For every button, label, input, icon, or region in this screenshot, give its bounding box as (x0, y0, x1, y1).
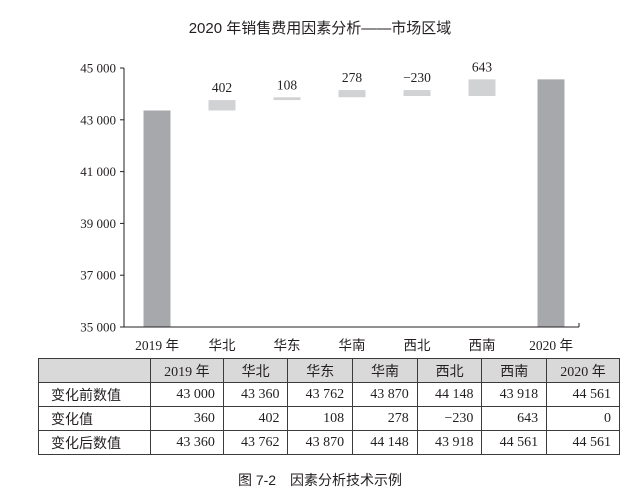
table-cell: 44 561 (546, 430, 620, 455)
table-cell: 43 762 (287, 382, 354, 407)
y-tick-label: 41 000 (80, 164, 116, 179)
data-label: 643 (472, 59, 493, 74)
table-cell: 643 (481, 406, 548, 431)
delta-bar (338, 90, 366, 98)
delta-bar (468, 79, 496, 97)
table-header-cell: 2020 年 (546, 358, 620, 383)
table-header-cell: 华南 (352, 358, 418, 383)
data-label: 402 (212, 80, 232, 95)
table-cell: 44 148 (352, 430, 418, 455)
table-cell: 43 870 (352, 382, 418, 407)
table-cell: 108 (287, 406, 354, 431)
figure-caption: 图 7-2 因素分析技术示例 (237, 472, 403, 488)
y-tick-label: 37 000 (80, 268, 116, 283)
x-tick-label: 华北 (209, 338, 236, 353)
table-cell: 43 762 (222, 430, 289, 455)
data-labels-group: 402 108 278 −230 643 (212, 59, 493, 95)
x-tick-label: 2019 年 (135, 338, 179, 353)
table-header-cell: 2019 年 (150, 358, 224, 383)
total-bar (537, 79, 565, 327)
chart-title: 2020 年销售费用因素分析——市场区域 (188, 20, 452, 37)
data-label: 108 (277, 77, 298, 92)
data-label: −230 (403, 70, 431, 85)
table-cell: 402 (222, 406, 289, 431)
x-tick-label: 西北 (404, 338, 431, 353)
total-bar (143, 110, 171, 327)
delta-bar (208, 100, 236, 111)
data-table: 2019 年 华北 华东 华南 西北 西南 2020 年 变化前数值 43 00… (38, 358, 620, 455)
x-tick-label: 2020 年 (529, 338, 573, 353)
table-cell: 43 360 (150, 430, 224, 455)
y-tick-label: 39 000 (80, 216, 116, 231)
data-label: 278 (342, 70, 363, 85)
table-row: 变化值 360 402 108 278 −230 643 0 (38, 406, 620, 431)
table-header-row: 2019 年 华北 华东 华南 西北 西南 2020 年 (38, 358, 620, 383)
table-cell: 43 360 (222, 382, 289, 407)
x-tick-label: 西南 (469, 338, 496, 353)
delta-bar (273, 97, 301, 101)
row-label: 变化后数值 (38, 430, 151, 455)
table-cell: 278 (352, 406, 418, 431)
table-cell: 44 148 (416, 382, 483, 407)
table-corner-cell (38, 358, 151, 383)
x-tick-label: 华东 (274, 338, 301, 353)
table-cell: 43 000 (150, 382, 224, 407)
row-label: 变化值 (38, 406, 151, 431)
y-tick-label: 45 000 (80, 61, 116, 76)
table-cell: −230 (416, 406, 483, 431)
table-header-cell: 西南 (481, 358, 548, 383)
table-cell: 43 918 (416, 430, 483, 455)
table-row: 变化后数值 43 360 43 762 43 870 44 148 43 918… (38, 430, 620, 455)
table-header-cell: 华北 (222, 358, 289, 383)
axes-group: 2019 年 华北 华东 华南 西北 西南 2020 年 35 000 37 000 39 000… (80, 61, 580, 353)
table-header-cell: 华东 (287, 358, 354, 383)
table-cell: 360 (150, 406, 224, 431)
table-row: 变化前数值 43 000 43 360 43 762 43 870 44 148… (38, 382, 620, 407)
y-tick-label: 43 000 (80, 112, 116, 127)
y-tick-label: 35 000 (80, 320, 116, 335)
waterfall-chart: 402 108 278 −230 643 2019 年 华北 华东 华南 西北 西南 2020 年 3… (80, 59, 580, 353)
table-cell: 44 561 (481, 430, 548, 455)
table-header-cell: 西北 (416, 358, 483, 383)
table-cell: 43 918 (481, 382, 548, 407)
row-label: 变化前数值 (38, 382, 151, 407)
table-cell: 0 (546, 406, 620, 431)
table-cell: 43 870 (287, 430, 354, 455)
delta-bar (403, 90, 431, 97)
table-cell: 44 561 (546, 382, 620, 407)
x-tick-label: 华南 (339, 338, 366, 353)
bars-group (143, 79, 565, 327)
